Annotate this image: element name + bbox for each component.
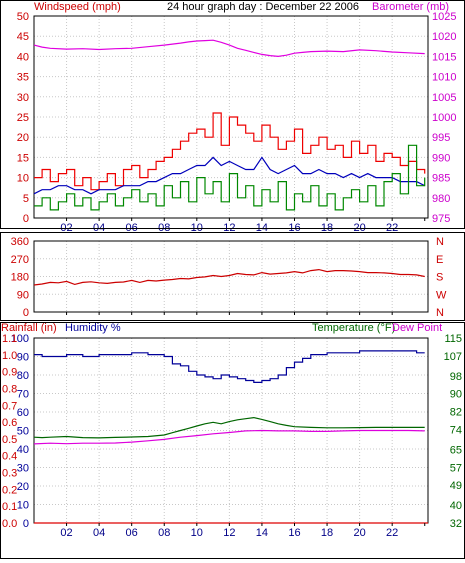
- temperature-axis-label: Temperature (°F): [312, 322, 395, 334]
- windspeed-tick-label: 5: [23, 193, 29, 205]
- windspeed-tick-label: 40: [17, 51, 29, 63]
- temperature-tick-label: 32: [450, 518, 462, 530]
- humidity-tick-label: 80: [17, 370, 29, 382]
- windspeed-tick-label: 10: [17, 173, 29, 185]
- barometer-tick-label: 995: [432, 132, 450, 144]
- wind-direction-tick-label: 0: [23, 307, 29, 319]
- wind-direction-tick-label: 90: [17, 289, 29, 301]
- temperature-tick-label: 90: [450, 389, 462, 401]
- rainfall-tick-label: 0.0: [2, 518, 17, 530]
- dew-point-axis-label: Dew Point: [392, 322, 442, 334]
- x-tick-label: 20: [353, 527, 365, 539]
- wind-direction-tick-label: 270: [11, 254, 29, 266]
- rainfall-tick-label: 0.9: [2, 367, 17, 379]
- humidity-axis-label: Humidity %: [65, 322, 121, 334]
- temperature-tick-label: 40: [450, 500, 462, 512]
- rainfall-tick-label: 0.2: [2, 484, 17, 496]
- humidity-tick-label: 100: [11, 333, 29, 345]
- humidity-tick-label: 20: [17, 481, 29, 493]
- x-tick-label: 04: [93, 527, 105, 539]
- chart-title: 24 hour graph day : December 22 2006: [167, 1, 359, 13]
- barometer-tick-label: 975: [432, 213, 450, 225]
- windspeed-tick-label: 15: [17, 152, 29, 164]
- series-line-series: [33, 39, 425, 58]
- humidity-tick-label: 90: [17, 352, 29, 364]
- windspeed-tick-label: 30: [17, 92, 29, 104]
- x-tick-label: 02: [60, 527, 72, 539]
- humidity-tick-label: 30: [17, 463, 29, 475]
- barometer-tick-label: 980: [432, 193, 450, 205]
- windspeed-tick-label: 0: [23, 213, 29, 225]
- barometer-tick-label: 985: [432, 173, 450, 185]
- rainfall-tick-label: 0.8: [2, 383, 17, 395]
- series-line-humidity: [34, 350, 425, 383]
- series-line-dew-point: [33, 429, 425, 445]
- windspeed-tick-label: 50: [17, 11, 29, 23]
- compass-point-label: S: [436, 272, 443, 284]
- rainfall-tick-label: 0.7: [2, 400, 17, 412]
- temperature-tick-label: 74: [450, 424, 462, 436]
- humidity-tick-label: 0: [23, 518, 29, 530]
- plot-frame: [33, 15, 429, 219]
- windspeed-tick-label: 25: [17, 112, 29, 124]
- x-tick-label: 08: [158, 527, 170, 539]
- rain-humidity-temperature-panel: Rainfall (in) Humidity % Temperature (°F…: [1, 322, 462, 539]
- windspeed-tick-label: 35: [17, 72, 29, 84]
- series-line-wind-direction: [33, 268, 425, 286]
- windspeed-axis-label: Windspeed (mph): [34, 1, 121, 13]
- temperature-tick-label: 65: [450, 444, 462, 456]
- temperature-tick-label: 57: [450, 462, 462, 474]
- plot-frame: [33, 240, 429, 313]
- barometer-tick-label: 990: [432, 152, 450, 164]
- compass-point-label: W: [436, 289, 447, 301]
- series-line-temperature: [33, 416, 425, 439]
- wind-barometer-panel: 24 hour graph day : December 22 2006 Win…: [17, 1, 457, 234]
- barometer-tick-label: 1020: [432, 31, 456, 43]
- wind-direction-tick-label: 180: [11, 272, 29, 284]
- barometer-tick-label: 1015: [432, 51, 456, 63]
- barometer-tick-label: 1005: [432, 92, 456, 104]
- series-line-windspeed: [34, 112, 426, 191]
- humidity-tick-label: 10: [17, 500, 29, 512]
- x-tick-label: 06: [126, 527, 138, 539]
- rainfall-tick-label: 0.3: [2, 468, 17, 480]
- windspeed-tick-label: 20: [17, 132, 29, 144]
- x-tick-label: 16: [288, 527, 300, 539]
- rainfall-tick-label: 0.1: [2, 501, 17, 513]
- temperature-tick-label: 115: [444, 333, 462, 345]
- rainfall-tick-label: 0.6: [2, 417, 17, 429]
- humidity-tick-label: 70: [17, 389, 29, 401]
- humidity-tick-label: 60: [17, 407, 29, 419]
- temperature-tick-label: 82: [450, 407, 462, 419]
- compass-point-label: E: [436, 254, 443, 266]
- barometer-tick-label: 1025: [432, 11, 456, 23]
- windspeed-tick-label: 45: [17, 31, 29, 43]
- barometer-axis-label: Barometer (mb): [372, 1, 449, 13]
- rainfall-tick-label: 0.4: [2, 451, 17, 463]
- x-tick-label: 12: [223, 527, 235, 539]
- barometer-tick-label: 1010: [432, 72, 456, 84]
- x-tick-label: 14: [256, 527, 268, 539]
- x-tick-label: 22: [386, 527, 398, 539]
- rainfall-tick-label: 0.5: [2, 434, 17, 446]
- compass-point-label: N: [436, 307, 444, 319]
- temperature-tick-label: 107: [444, 351, 462, 363]
- temperature-tick-label: 98: [450, 371, 462, 383]
- series-line-windspeed-average: [33, 156, 425, 195]
- rainfall-tick-label: 1.1: [2, 333, 17, 345]
- series-line-windspeed-gust-low: [34, 144, 426, 211]
- temperature-tick-label: 49: [450, 480, 462, 492]
- x-tick-label: 10: [191, 527, 203, 539]
- rainfall-tick-label: 1.0: [2, 350, 17, 362]
- barometer-tick-label: 1000: [432, 112, 456, 124]
- rainfall-axis-label: Rainfall (in): [1, 322, 57, 334]
- humidity-tick-label: 40: [17, 444, 29, 456]
- x-tick-label: 18: [321, 527, 333, 539]
- compass-point-label: N: [436, 236, 444, 248]
- humidity-tick-label: 50: [17, 426, 29, 438]
- wind-direction-tick-label: 360: [11, 236, 29, 248]
